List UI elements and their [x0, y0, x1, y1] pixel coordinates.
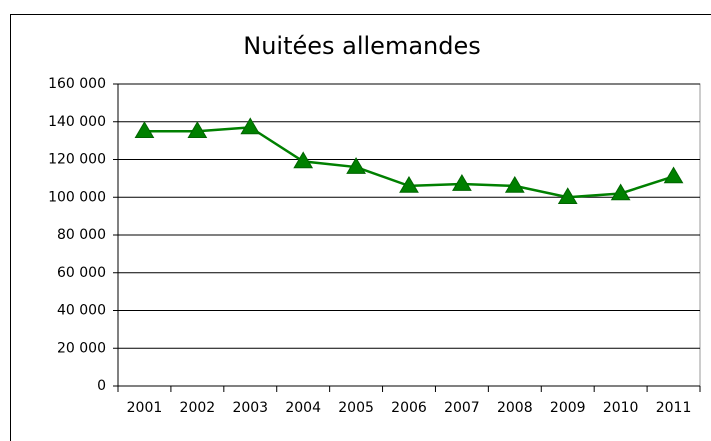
marker	[134, 121, 155, 138]
y-tick-label: 160 000	[48, 76, 106, 92]
y-tick-label: 0	[97, 378, 106, 394]
marker	[557, 187, 578, 205]
marker	[452, 174, 472, 191]
x-tick-label: 2011	[656, 400, 692, 416]
chart-border	[10, 14, 711, 441]
marker	[399, 175, 419, 193]
y-tick-label: 20 000	[57, 340, 106, 356]
y-tick-label: 80 000	[57, 227, 106, 243]
marker	[293, 151, 314, 169]
x-tick-label: 2001	[127, 400, 163, 416]
marker	[504, 175, 525, 193]
x-tick-label: 2005	[338, 400, 374, 416]
marker	[610, 183, 631, 201]
x-tick-label: 2009	[550, 400, 586, 416]
y-tick-label: 40 000	[57, 303, 106, 319]
x-tick-label: 2010	[603, 400, 639, 416]
y-tick-label: 140 000	[48, 114, 106, 130]
marker	[240, 117, 261, 135]
x-tick-label: 2006	[391, 400, 427, 416]
x-tick-label: 2008	[497, 400, 533, 416]
x-tick-label: 2004	[285, 400, 321, 416]
y-tick-label: 100 000	[48, 189, 106, 205]
marker	[187, 121, 208, 138]
x-tick-label: 2002	[180, 400, 216, 416]
x-tick-label: 2007	[444, 400, 480, 416]
marker	[346, 157, 366, 174]
marker	[663, 166, 684, 184]
y-tick-label: 120 000	[48, 152, 106, 168]
chart-title: Nuitées allemandes	[243, 32, 481, 60]
x-tick-label: 2003	[232, 400, 268, 416]
y-tick-label: 60 000	[57, 265, 106, 281]
